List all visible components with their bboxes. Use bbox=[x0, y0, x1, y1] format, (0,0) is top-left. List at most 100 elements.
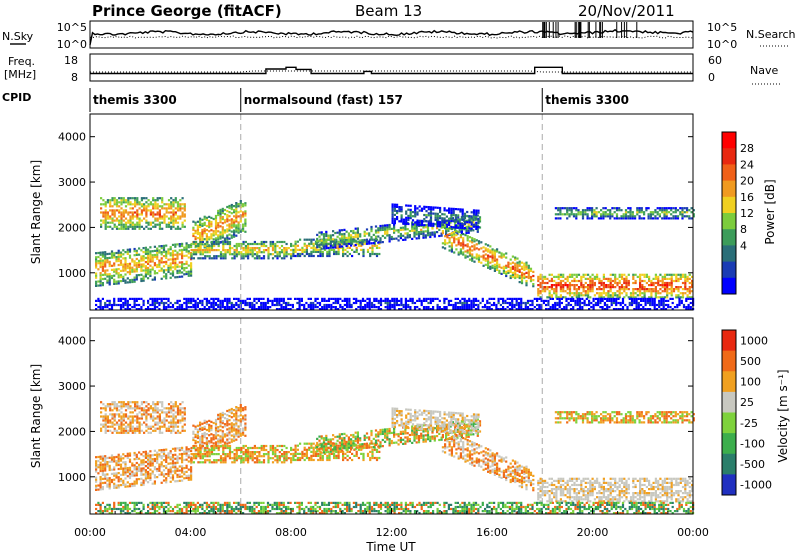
power-cell bbox=[393, 227, 396, 230]
velocity-cell bbox=[106, 465, 109, 468]
power-cell bbox=[210, 220, 213, 224]
power-cell bbox=[638, 209, 641, 212]
power-cell bbox=[649, 299, 652, 302]
power-cell bbox=[239, 202, 242, 205]
power-cell bbox=[555, 281, 558, 285]
power-cell bbox=[457, 237, 460, 240]
power-cell bbox=[391, 219, 394, 222]
power-cell bbox=[285, 242, 288, 246]
power-cell bbox=[205, 216, 208, 219]
power-cell bbox=[235, 234, 238, 237]
power-cell bbox=[386, 232, 389, 235]
velocity-cell bbox=[219, 421, 222, 424]
power-cell bbox=[120, 201, 123, 204]
power-cell bbox=[192, 257, 195, 260]
power-cell bbox=[183, 246, 186, 249]
power-cell bbox=[662, 299, 665, 302]
velocity-cell bbox=[165, 479, 168, 482]
power-cell bbox=[539, 290, 542, 293]
power-cell bbox=[592, 308, 595, 311]
power-cell bbox=[325, 308, 328, 311]
power-cell bbox=[172, 211, 175, 214]
power-cell bbox=[258, 242, 261, 246]
power-cell bbox=[325, 234, 328, 238]
power-cell bbox=[657, 284, 660, 287]
power-cell bbox=[407, 214, 410, 217]
power-cell bbox=[548, 294, 551, 297]
power-cell bbox=[128, 254, 132, 257]
power-cell bbox=[289, 297, 292, 300]
power-cell bbox=[602, 207, 605, 210]
power-cell bbox=[233, 215, 236, 218]
velocity-cell bbox=[95, 476, 98, 479]
power-cell bbox=[685, 306, 688, 309]
power-cell bbox=[681, 296, 685, 299]
power-cell bbox=[160, 301, 163, 305]
power-cell bbox=[369, 254, 372, 258]
power-cell bbox=[208, 257, 211, 260]
power-cell bbox=[650, 288, 653, 291]
power-cell bbox=[95, 262, 98, 265]
power-cell bbox=[274, 251, 277, 254]
power-cell bbox=[118, 209, 121, 212]
power-cell bbox=[493, 301, 496, 305]
power-cell bbox=[370, 236, 373, 239]
power-cell bbox=[595, 211, 598, 214]
velocity-cell bbox=[108, 456, 111, 459]
velocity-cell bbox=[151, 458, 154, 461]
velocity-cell bbox=[106, 463, 109, 466]
power-cell bbox=[426, 232, 430, 235]
power-cell bbox=[617, 308, 620, 311]
power-cell bbox=[617, 301, 620, 305]
power-cell bbox=[113, 303, 116, 307]
power-cell bbox=[244, 249, 247, 252]
power-cell bbox=[122, 225, 125, 228]
power-cell bbox=[676, 217, 680, 220]
power-cell bbox=[489, 267, 492, 270]
power-cell bbox=[623, 296, 626, 299]
power-cell bbox=[436, 227, 439, 230]
power-cell bbox=[464, 250, 467, 253]
velocity-cell bbox=[108, 466, 111, 470]
power-cell bbox=[663, 213, 666, 216]
velocity-cell bbox=[244, 422, 247, 425]
power-cell bbox=[344, 238, 347, 241]
power-cell bbox=[586, 215, 589, 218]
power-cell bbox=[661, 286, 664, 289]
power-cell bbox=[221, 303, 224, 307]
power-cell bbox=[405, 220, 408, 223]
power-cell bbox=[352, 301, 355, 305]
power-cell bbox=[513, 306, 516, 309]
power-cell bbox=[498, 269, 501, 272]
power-cell bbox=[129, 217, 132, 220]
power-cell bbox=[390, 238, 393, 241]
power-cell bbox=[217, 224, 220, 227]
power-cell bbox=[609, 294, 612, 297]
power-cell bbox=[496, 268, 499, 271]
power-cell bbox=[606, 297, 609, 300]
power-cell bbox=[224, 255, 227, 258]
velocity-cell bbox=[223, 433, 227, 436]
power-cell bbox=[318, 301, 322, 305]
power-cell bbox=[328, 254, 331, 258]
velocity-cell bbox=[178, 465, 181, 468]
power-cell bbox=[346, 254, 349, 258]
power-cell bbox=[463, 224, 466, 227]
power-cell bbox=[192, 303, 195, 307]
power-cell bbox=[222, 242, 225, 246]
power-cell bbox=[688, 273, 691, 276]
power-cell bbox=[400, 308, 403, 311]
power-cell bbox=[487, 248, 490, 251]
power-cell bbox=[319, 250, 322, 253]
power-cell bbox=[332, 244, 335, 247]
power-cell bbox=[647, 213, 650, 216]
power-cell bbox=[230, 236, 233, 239]
power-cell bbox=[181, 261, 184, 264]
power-cell bbox=[575, 215, 578, 218]
power-cell bbox=[443, 217, 446, 220]
power-cell bbox=[529, 277, 533, 281]
power-cell bbox=[353, 250, 356, 253]
power-cell bbox=[108, 252, 111, 255]
velocity-cell bbox=[147, 472, 150, 476]
power-cell bbox=[348, 303, 351, 307]
